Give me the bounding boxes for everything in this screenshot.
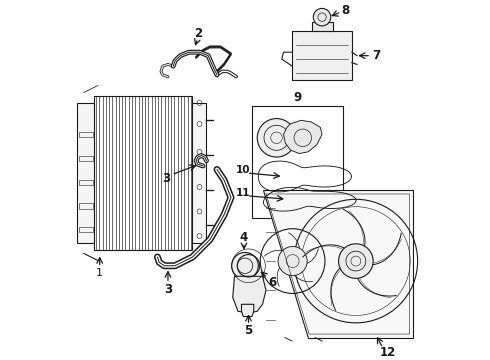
Text: 10: 10	[236, 165, 250, 175]
Text: 6: 6	[268, 276, 276, 289]
Polygon shape	[263, 190, 413, 338]
Bar	[252, 107, 343, 219]
Circle shape	[232, 252, 258, 279]
Polygon shape	[242, 304, 254, 316]
Text: 3: 3	[162, 172, 170, 185]
Circle shape	[257, 118, 296, 157]
Text: 7: 7	[372, 49, 380, 62]
Bar	[79, 227, 93, 233]
Polygon shape	[233, 276, 266, 313]
Bar	[312, 22, 333, 31]
Bar	[79, 203, 93, 209]
Text: 3: 3	[164, 283, 172, 296]
Bar	[292, 31, 352, 80]
Text: 1: 1	[96, 268, 103, 278]
Circle shape	[313, 8, 331, 26]
Text: 12: 12	[379, 346, 395, 359]
Bar	[193, 103, 206, 243]
Polygon shape	[284, 120, 322, 154]
Text: 4: 4	[240, 231, 248, 244]
Bar	[79, 156, 93, 161]
Text: 11: 11	[236, 188, 250, 198]
Text: 9: 9	[294, 91, 302, 104]
Circle shape	[278, 247, 307, 276]
Bar	[95, 96, 193, 250]
Text: 2: 2	[194, 27, 202, 40]
Circle shape	[339, 244, 373, 278]
Text: 8: 8	[342, 4, 350, 17]
Bar	[79, 132, 93, 137]
Bar	[77, 103, 95, 243]
Bar	[79, 180, 93, 185]
Text: 5: 5	[245, 324, 253, 337]
